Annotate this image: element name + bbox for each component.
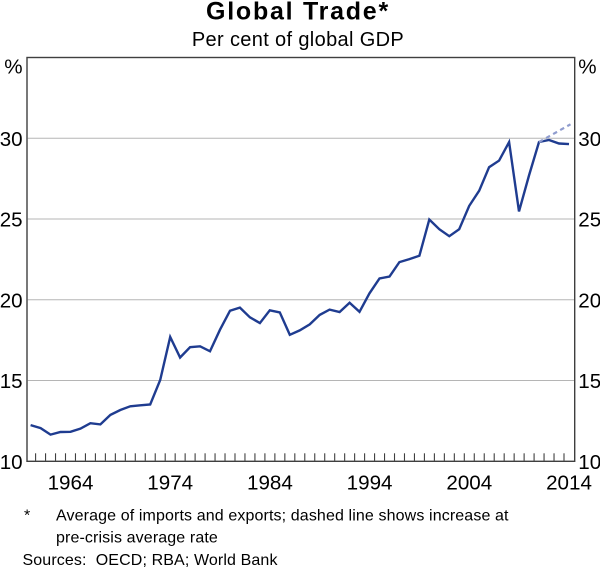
svg-text:*: * — [24, 507, 30, 524]
svg-text:20: 20 — [0, 289, 23, 312]
svg-text:25: 25 — [0, 209, 23, 232]
svg-text:1984: 1984 — [247, 472, 293, 495]
svg-text:1964: 1964 — [48, 472, 94, 495]
svg-text:20: 20 — [578, 289, 600, 312]
svg-text:30: 30 — [0, 128, 23, 151]
svg-text:30: 30 — [578, 128, 600, 151]
svg-text:1994: 1994 — [347, 472, 393, 495]
svg-text:2004: 2004 — [446, 472, 492, 495]
svg-text:25: 25 — [578, 209, 600, 232]
svg-text:Sources: OECD; RBA; World Ban: Sources: OECD; RBA; World Bank — [23, 552, 279, 569]
svg-text:Average of imports and exports: Average of imports and exports; dashed l… — [56, 507, 509, 524]
svg-text:1974: 1974 — [147, 472, 193, 495]
svg-text:15: 15 — [578, 370, 600, 393]
svg-text:pre-crisis average rate: pre-crisis average rate — [56, 529, 218, 546]
svg-text:Per cent of global GDP: Per cent of global GDP — [192, 29, 404, 51]
svg-text:%: % — [4, 56, 22, 79]
svg-text:10: 10 — [0, 451, 23, 474]
svg-text:15: 15 — [0, 370, 23, 393]
svg-text:Global Trade*: Global Trade* — [206, 0, 390, 26]
svg-text:2014: 2014 — [546, 472, 592, 495]
svg-text:10: 10 — [578, 451, 600, 474]
svg-text:%: % — [578, 56, 596, 79]
